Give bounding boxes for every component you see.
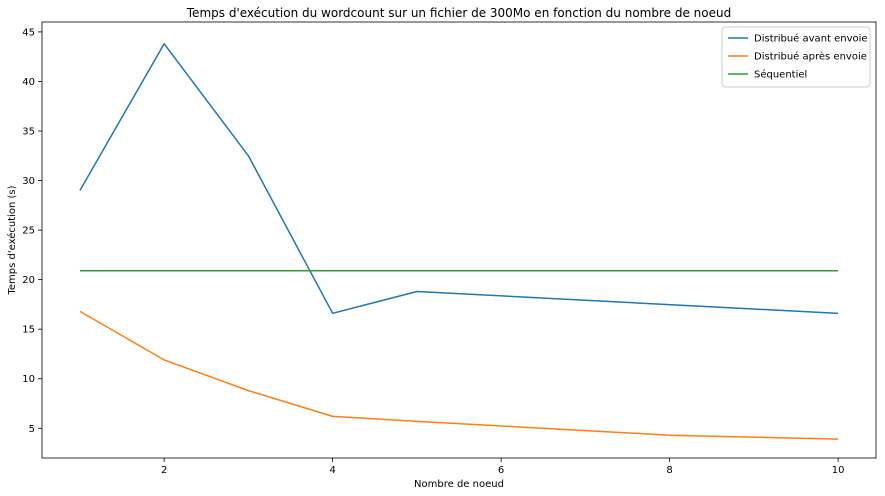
series-line-2 xyxy=(79,310,839,440)
y-tick-label: 25 xyxy=(22,226,35,237)
x-tick-label: 2 xyxy=(161,465,167,476)
legend-entry: Séquentiel xyxy=(754,69,807,81)
x-tick-label: 8 xyxy=(666,465,672,476)
chart-title: Temps d'exécution du wordcount sur un fi… xyxy=(186,6,731,20)
y-tick-label: 30 xyxy=(22,176,35,187)
x-tick-label: 10 xyxy=(832,465,845,476)
legend: Distribué avant envoie Distribué après en… xyxy=(721,26,871,88)
y-tick-label: 45 xyxy=(22,27,35,38)
y-tick-label: 10 xyxy=(22,374,35,385)
y-axis-ticks: 5 10 15 20 25 30 35 40 45 xyxy=(22,27,42,435)
y-tick-label: 35 xyxy=(22,127,35,138)
legend-entry: Distribué avant envoie xyxy=(754,33,868,45)
x-tick-label: 6 xyxy=(498,465,504,476)
y-tick-label: 40 xyxy=(22,77,35,88)
y-tick-label: 5 xyxy=(29,424,35,435)
y-axis-label: Temps d'exécution (s) xyxy=(6,185,18,295)
x-axis-ticks: 2 4 6 8 10 xyxy=(161,458,844,476)
legend-frame xyxy=(721,26,871,88)
series-line-1 xyxy=(79,43,839,315)
plot-frame xyxy=(41,21,877,459)
legend-entry: Distribué après envoie xyxy=(754,51,867,63)
series-layer xyxy=(79,43,839,440)
x-tick-label: 4 xyxy=(329,465,335,476)
y-tick-label: 20 xyxy=(22,275,35,286)
y-tick-label: 15 xyxy=(22,325,35,336)
x-axis-label: Nombre de noeud xyxy=(414,479,504,490)
